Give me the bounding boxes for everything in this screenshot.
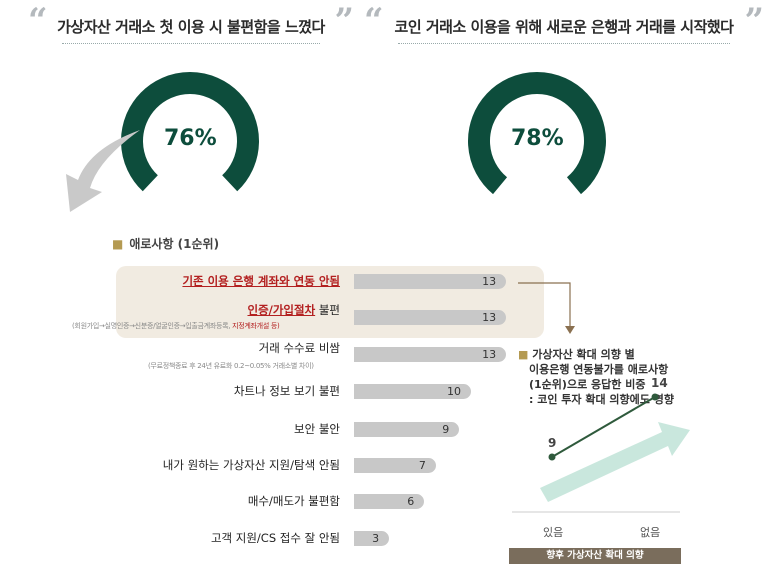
bar-4	[354, 422, 460, 437]
bar-value-label: 10	[447, 385, 461, 398]
auth-note-red: 지정계좌개설 등)	[232, 322, 280, 330]
bar-value-label: 6	[407, 495, 415, 508]
category-label-red-part: 인증/가입절차	[247, 303, 316, 317]
category-label: 인증/가입절차 불편	[247, 302, 340, 318]
donut-charts	[66, 72, 606, 212]
category-label: 고객 지원/CS 접수 잘 안됨	[210, 531, 340, 545]
bar-chart-title-text: 애로사항 (1순위)	[129, 237, 220, 251]
bar-0	[354, 274, 507, 289]
quote-text-left: 가상자산 거래소 첫 이용 시 불편함을 느꼈다	[57, 17, 325, 36]
close-quote-icon: ”	[744, 1, 764, 41]
auth-note: (회원가입→실명인증→신분증/얼굴인증→입출금계좌등록, 지정계좌개설 등)	[72, 321, 280, 331]
data-label-0: 9	[548, 436, 556, 450]
quote-text-right: 코인 거래소 이용을 위해 새로운 은행과 거래를 시작했다	[394, 17, 734, 36]
bullet-icon: ■	[112, 237, 124, 251]
bar-5	[354, 458, 436, 473]
data-point-1	[651, 393, 659, 401]
bar-value-label: 7	[418, 459, 426, 472]
x-tick-no: 없음	[640, 526, 661, 539]
category-label: 차트나 정보 보기 불편	[233, 384, 340, 398]
dotted-underline	[398, 43, 730, 44]
category-label: 매수/매도가 불편함	[247, 494, 340, 508]
bullet-icon: ■	[518, 348, 533, 361]
fee-note: (무료정책종료 후 24년 유료화 0.2~0.05% 거래소별 차이)	[148, 361, 314, 371]
quote-box-left: “ 가상자산 거래소 첫 이용 시 불편함을 느꼈다 ”	[28, 1, 354, 46]
category-label: 내가 원하는 가상자산 지원/탐색 안됨	[162, 458, 340, 472]
bar-value-label: 9	[442, 423, 450, 436]
bar-2	[354, 347, 507, 362]
trend-arrow-icon	[540, 422, 690, 502]
quote-box-right: “ 코인 거래소 이용을 위해 새로운 은행과 거래를 시작했다 ”	[364, 1, 764, 46]
bar-chart-title: ■ 애로사항 (1순위)	[112, 235, 219, 252]
open-quote-icon: “	[364, 1, 384, 41]
donut-arc-right	[468, 72, 606, 195]
line-chart-caption: ■ 가상자산 확대 의향 별 이용은행 연동불가를 애로사항 (1순위)으로 응…	[518, 347, 674, 407]
close-quote-icon: ”	[334, 1, 354, 41]
data-point-0	[548, 453, 556, 461]
bar-value-label: 13	[482, 275, 497, 288]
caption-line-4: : 코인 투자 확대 의향에도 영향	[529, 393, 674, 406]
x-axis-title: 향후 가상자산 확대 의향	[509, 548, 681, 564]
x-tick-yes: 있음	[543, 526, 564, 539]
category-label-rest: 불편	[315, 303, 340, 317]
bar-value-label: 13	[482, 311, 497, 324]
bar-1	[354, 310, 507, 325]
category-label: 거래 수수료 비쌈	[258, 341, 340, 355]
dotted-underline	[62, 43, 320, 44]
caption-line-2: 이용은행 연동불가를 애로사항	[529, 363, 669, 376]
donut-arc-left	[121, 72, 259, 192]
caption-line-1: ■ 가상자산 확대 의향 별	[518, 348, 635, 361]
bar-value-label: 3	[372, 532, 380, 545]
series-line	[551, 396, 656, 458]
donut-value-right: 78%	[511, 126, 564, 151]
curved-arrow-icon	[66, 130, 140, 212]
category-label: 보안 불안	[294, 422, 340, 436]
data-label-1: 14	[651, 376, 668, 390]
category-label: 기존 이용 은행 계좌와 연동 안됨	[182, 274, 340, 288]
donut-value-left: 76%	[164, 126, 217, 151]
fee-note-text: (무료정책종료 후 24년 유료화 0.2~0.05% 거래소별 차이)	[148, 362, 314, 370]
bar-6	[354, 494, 425, 509]
auth-note-text: (회원가입→실명인증→신분증/얼굴인증→입출금계좌등록,	[72, 322, 233, 330]
bar-value-label: 13	[482, 348, 497, 361]
caption-line-3: (1순위)으로 응답한 비중	[529, 378, 646, 391]
open-quote-icon: “	[28, 1, 48, 41]
bar-3	[354, 384, 471, 399]
bar-7	[354, 531, 390, 546]
